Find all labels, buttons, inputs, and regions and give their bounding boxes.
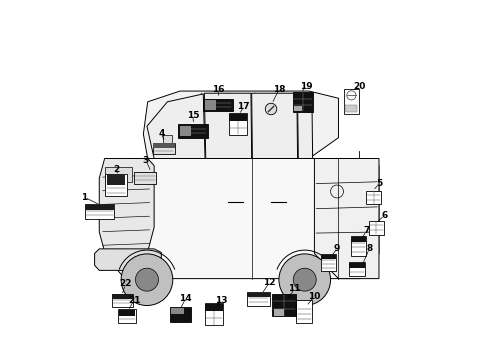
Polygon shape [94,249,161,270]
Bar [152,143,175,148]
Text: 1: 1 [81,193,87,202]
Polygon shape [147,94,204,158]
Bar [112,294,133,307]
Polygon shape [99,158,154,252]
Bar [350,236,366,256]
Text: 4: 4 [158,129,164,138]
Circle shape [293,268,316,291]
Polygon shape [143,91,338,158]
Bar [229,113,247,135]
Bar [169,307,191,321]
Text: 17: 17 [237,102,249,111]
Circle shape [278,254,330,306]
Bar [272,294,295,316]
Bar [366,191,380,204]
Bar [203,99,232,111]
Bar [171,308,183,314]
Text: 6: 6 [381,211,386,220]
Text: 2: 2 [113,165,119,174]
Text: 8: 8 [366,244,372,253]
Text: 11: 11 [288,284,300,293]
Text: 22: 22 [119,279,131,288]
Bar [204,303,223,325]
Bar [112,294,133,299]
Bar [204,100,215,110]
Bar [320,255,336,260]
Bar [85,205,114,210]
Bar [296,300,312,323]
Bar [134,172,156,184]
Bar [273,309,283,316]
Text: 19: 19 [299,82,312,91]
Text: 10: 10 [307,292,320,301]
Bar [152,143,175,154]
Bar [292,92,312,112]
Text: 13: 13 [215,296,227,305]
Text: 21: 21 [127,296,140,305]
Bar [119,310,135,316]
Text: 9: 9 [333,244,340,253]
Bar [350,237,366,242]
Bar [105,174,126,196]
Polygon shape [314,158,378,279]
Text: 20: 20 [352,82,365,91]
Bar [85,204,114,220]
Text: 5: 5 [375,179,382,188]
Bar [247,292,269,306]
Bar [204,304,223,311]
Bar [178,124,207,138]
Circle shape [121,254,172,306]
Polygon shape [204,93,251,158]
Bar [344,89,358,114]
Text: 15: 15 [186,111,199,120]
Bar [105,167,132,182]
Text: 12: 12 [263,278,275,287]
Bar [229,114,247,121]
Circle shape [135,268,158,291]
Bar [293,105,302,111]
Text: 16: 16 [212,85,224,94]
Polygon shape [104,158,378,279]
Bar [368,221,383,234]
Polygon shape [251,93,297,158]
Bar [106,175,125,185]
Bar [118,309,136,323]
Text: 18: 18 [272,85,285,94]
Bar [345,105,357,112]
Bar [348,263,364,268]
Text: 14: 14 [179,294,192,303]
Bar [348,262,364,276]
Text: 7: 7 [363,226,369,235]
Polygon shape [297,98,312,158]
Bar [320,254,336,271]
Bar [179,126,190,136]
Circle shape [265,103,276,115]
Bar [247,293,269,297]
Polygon shape [163,135,172,148]
Text: 3: 3 [142,156,149,165]
